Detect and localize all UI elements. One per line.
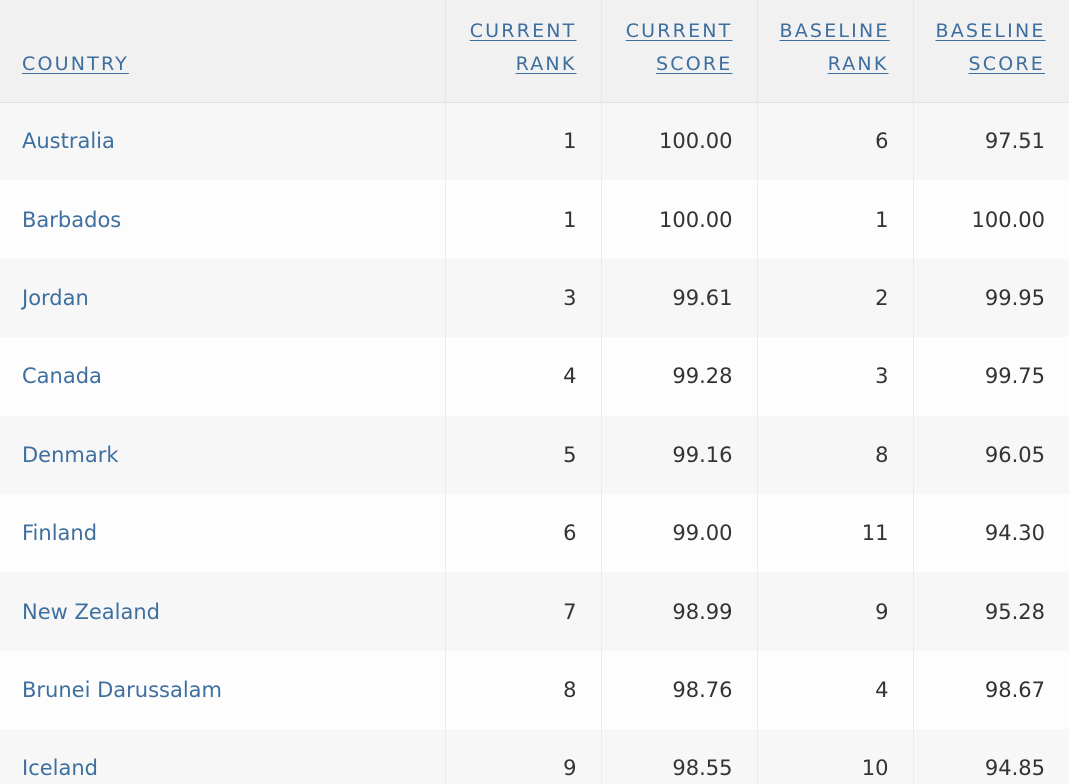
current-score-cell: 99.16 xyxy=(601,415,758,494)
baseline-rank-cell: 1 xyxy=(757,180,914,259)
current-score-cell: 99.61 xyxy=(601,258,758,338)
current-score-cell: 100.00 xyxy=(601,180,758,259)
current-rank-cell: 5 xyxy=(445,415,602,494)
baseline-score-cell: 95.28 xyxy=(984,599,1045,624)
country-link[interactable]: Jordan xyxy=(0,258,446,338)
baseline-score-cell: 96.05 xyxy=(984,442,1045,467)
baseline-score-cell: 100.00 xyxy=(971,207,1045,232)
table-row: Canada 4 99.28 3 99.75 xyxy=(0,337,1069,416)
baseline-score-cell: 98.67 xyxy=(984,677,1045,702)
header-country-label[interactable]: COUNTRY xyxy=(22,52,129,75)
current-rank-cell: 3 xyxy=(445,258,602,338)
table-row: Barbados 1 100.00 1 100.00 xyxy=(0,180,1069,259)
table-row: Finland 6 99.00 11 94.30 xyxy=(0,493,1069,573)
current-rank-cell: 8 xyxy=(445,650,602,730)
header-current-rank[interactable]: CURRENT RANK xyxy=(445,0,602,103)
current-score-cell: 98.55 xyxy=(601,729,758,784)
baseline-score-cell: 94.30 xyxy=(984,521,1045,546)
header-baseline-score-line1[interactable]: BASELINE xyxy=(935,19,1046,42)
country-link[interactable]: Finland xyxy=(0,493,446,573)
baseline-rank-cell: 3 xyxy=(757,337,914,416)
baseline-rank-cell: 10 xyxy=(757,729,914,784)
current-score-cell: 98.76 xyxy=(601,650,758,730)
baseline-rank-cell: 9 xyxy=(757,572,914,651)
header-row: COUNTRY CURRENT RANK CURRENT SCORE BASEL… xyxy=(0,0,1069,103)
page-margin xyxy=(1069,0,1080,784)
baseline-rank-cell: 8 xyxy=(757,415,914,494)
country-link[interactable]: Canada xyxy=(0,337,446,416)
header-country[interactable]: COUNTRY xyxy=(0,0,446,103)
country-link[interactable]: Barbados xyxy=(0,180,446,259)
header-baseline-rank[interactable]: BASELINE RANK xyxy=(757,0,914,103)
baseline-rank-cell: 4 xyxy=(757,650,914,730)
table-row: Australia 1 100.00 6 97.51 xyxy=(0,102,1069,181)
table-body: Australia 1 100.00 6 97.51 Barbados 1 10… xyxy=(0,102,1069,784)
baseline-score-cell: 94.85 xyxy=(984,756,1045,781)
current-rank-cell: 1 xyxy=(445,180,602,259)
header-current-rank-line1[interactable]: CURRENT xyxy=(469,19,577,42)
country-link[interactable]: Brunei Darussalam xyxy=(0,650,446,730)
baseline-score-cell: 99.75 xyxy=(984,364,1045,389)
header-current-score[interactable]: CURRENT SCORE xyxy=(601,0,758,103)
header-current-score-line1[interactable]: CURRENT xyxy=(625,19,733,42)
table-row: Iceland 9 98.55 10 94.85 xyxy=(0,729,1069,784)
current-rank-cell: 4 xyxy=(445,337,602,416)
table-row: New Zealand 7 98.99 9 95.28 xyxy=(0,572,1069,651)
table-row: Brunei Darussalam 8 98.76 4 98.67 xyxy=(0,650,1069,730)
table-row: Jordan 3 99.61 2 99.95 xyxy=(0,258,1069,338)
current-rank-cell: 6 xyxy=(445,493,602,573)
country-link[interactable]: Iceland xyxy=(0,729,446,784)
baseline-rank-cell: 6 xyxy=(757,102,914,181)
table-row: Denmark 5 99.16 8 96.05 xyxy=(0,415,1069,494)
baseline-score-cell: 97.51 xyxy=(984,129,1045,154)
header-baseline-rank-line2[interactable]: RANK xyxy=(827,52,889,75)
baseline-score-cell: 99.95 xyxy=(984,285,1045,310)
header-baseline-score[interactable]: BASELINE SCORE xyxy=(913,0,1069,103)
current-score-cell: 100.00 xyxy=(601,102,758,181)
header-current-score-line2[interactable]: SCORE xyxy=(656,52,733,75)
current-rank-cell: 1 xyxy=(445,102,602,181)
current-rank-cell: 9 xyxy=(445,729,602,784)
country-link[interactable]: Australia xyxy=(0,102,446,181)
country-link[interactable]: New Zealand xyxy=(0,572,446,651)
current-score-cell: 99.00 xyxy=(601,493,758,573)
current-score-cell: 98.99 xyxy=(601,572,758,651)
baseline-rank-cell: 2 xyxy=(757,258,914,338)
country-link[interactable]: Denmark xyxy=(0,415,446,494)
current-score-cell: 99.28 xyxy=(601,337,758,416)
header-current-rank-line2[interactable]: RANK xyxy=(515,52,577,75)
header-baseline-score-line2[interactable]: SCORE xyxy=(968,52,1045,75)
baseline-rank-cell: 11 xyxy=(757,493,914,573)
current-rank-cell: 7 xyxy=(445,572,602,651)
table-header: COUNTRY CURRENT RANK CURRENT SCORE BASEL… xyxy=(0,0,1069,103)
header-baseline-rank-line1[interactable]: BASELINE xyxy=(779,19,890,42)
